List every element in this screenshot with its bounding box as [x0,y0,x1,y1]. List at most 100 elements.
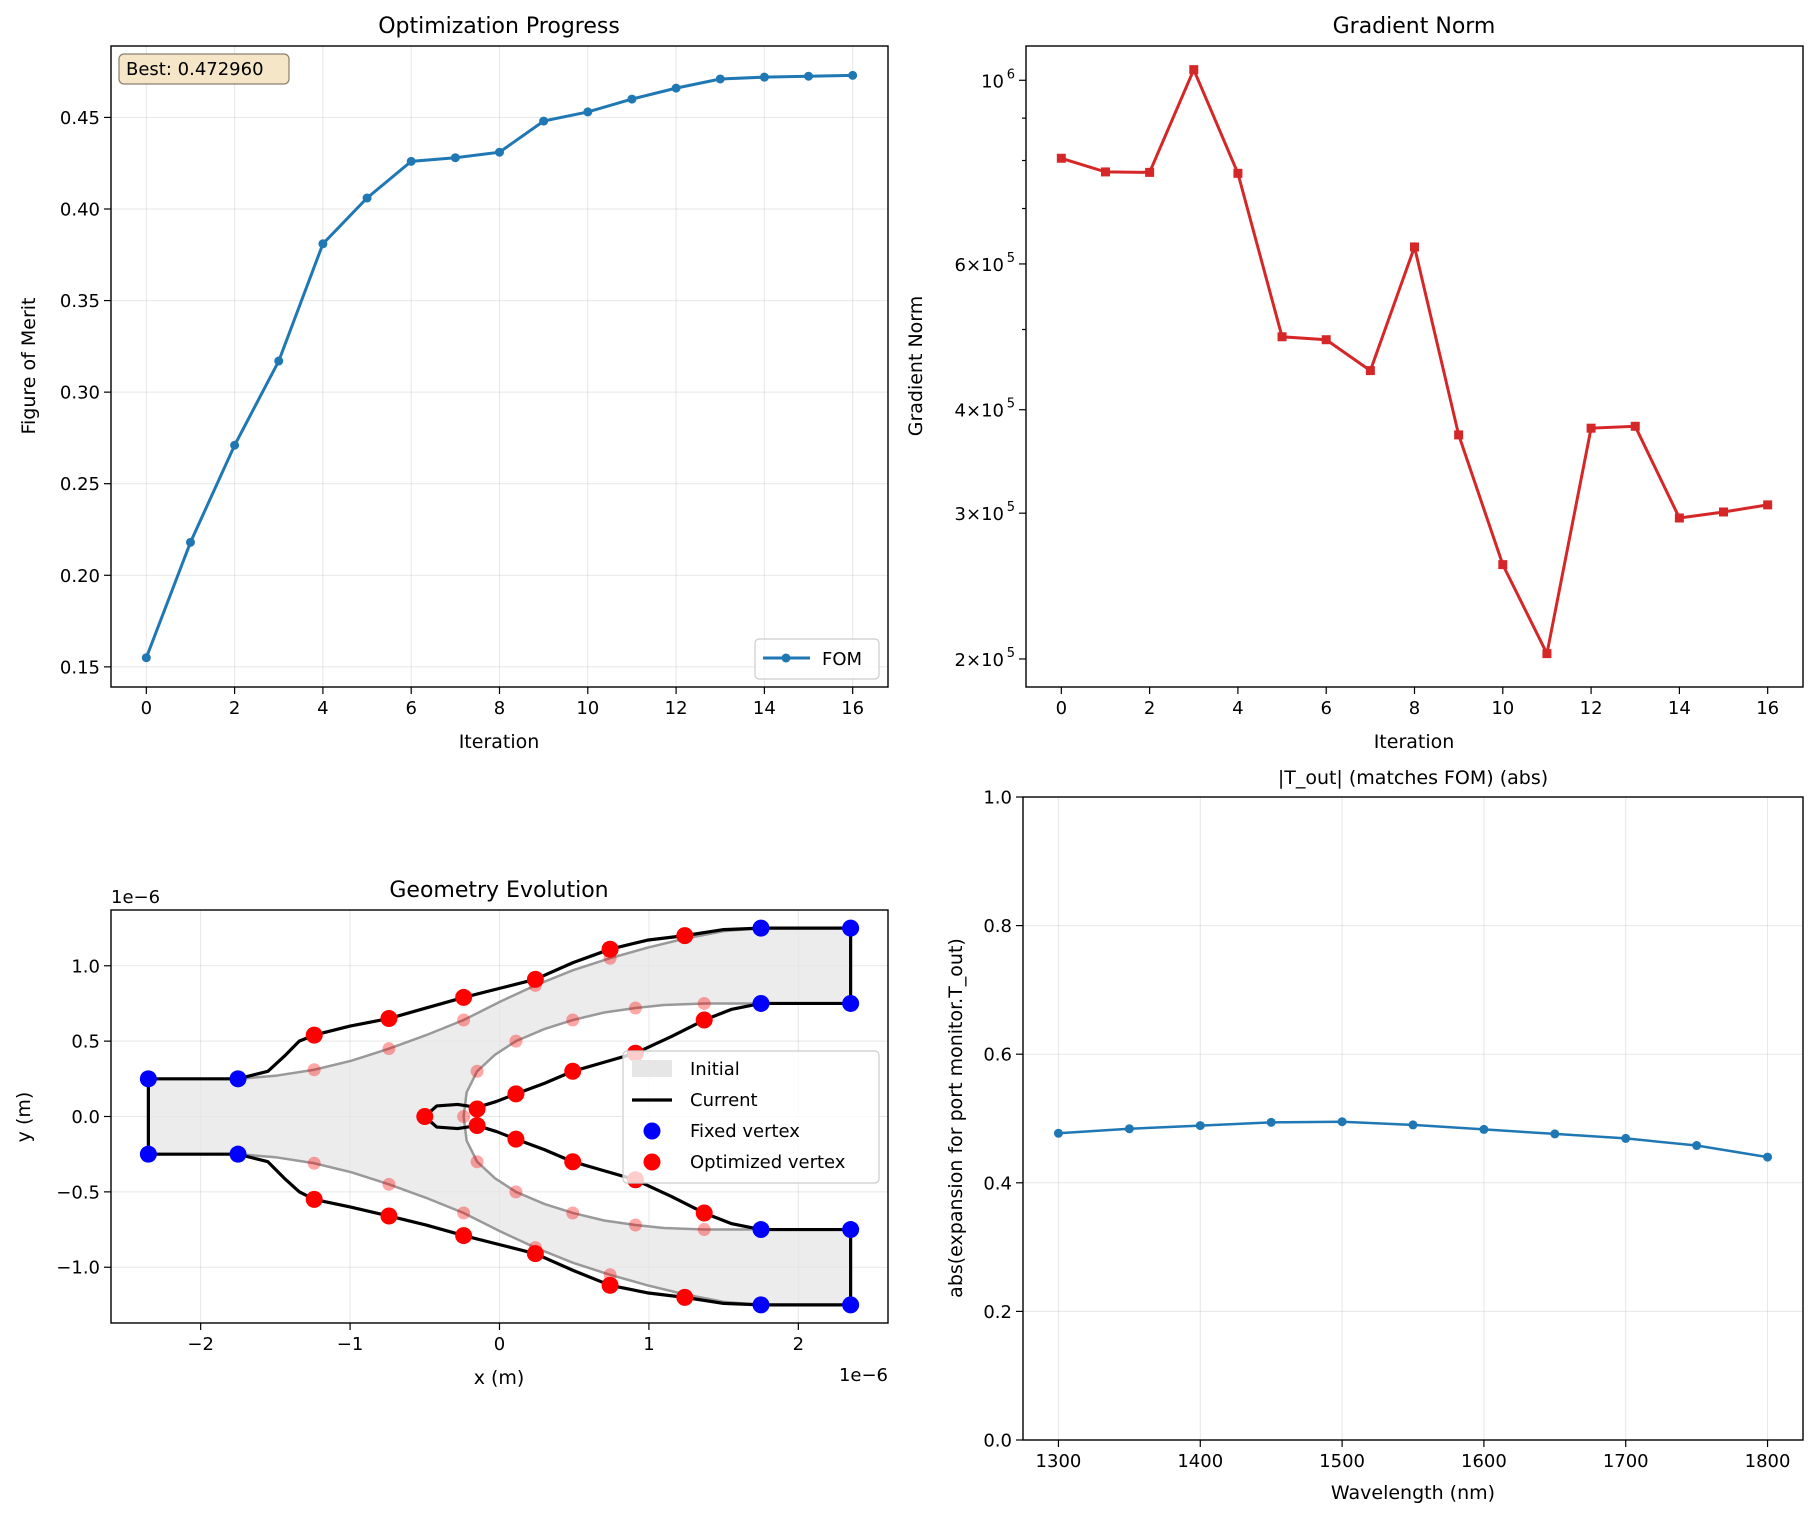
gradient-norm-point [1719,507,1729,517]
x-tick-label: 16 [1756,698,1779,719]
y-tick-label: 0.4 [983,1173,1012,1194]
optimized-vertex [601,940,619,958]
x-axis-label: x (m) [474,1367,525,1389]
y-tick-label: 0.0 [71,1107,100,1128]
initial-vertex [470,1155,484,1169]
fom-point [406,156,416,166]
transmission-point [1337,1117,1347,1127]
optimized-vertex [695,1011,713,1029]
fom-point [450,153,460,163]
y-tick-label: 0.15 [60,657,100,678]
optimization-progress-chart: 0 2 4 6 8 10 12 14 16 0.15 0.20 0.25 0.30 0.35 0.40 0.4… [18,14,889,753]
initial-vertex [307,1156,321,1170]
y-tick-label: 1.0 [71,956,100,977]
optimized-vertex [695,1204,713,1222]
x-tick-label: 8 [494,698,505,719]
fom-point [627,94,637,104]
fixed-vertex [752,1296,770,1314]
fom-point [230,440,240,450]
y-tick-label: 10 [981,71,1004,92]
optimized-vertex [507,1130,525,1148]
optimized-vertex [380,1207,398,1225]
x-tick-label: 1800 [1745,1451,1791,1472]
y-tick-label: 0.25 [60,474,100,495]
transmission-point [1479,1124,1489,1134]
optimized-vertex [468,1100,486,1118]
initial-vertex [457,1206,471,1220]
initial-vertex [470,1064,484,1078]
gradient-norm-point [1630,421,1640,431]
initial-vertex [697,1223,711,1237]
y-axis-label: Gradient Norm [905,296,927,437]
initial-vertex [382,1042,396,1056]
gradient-norm-point [1056,153,1066,163]
optimized-vertex [507,1085,525,1103]
gradient-norm-point [1674,513,1684,523]
legend-initial-label: Initial [690,1059,740,1080]
optimized-vertex [455,988,473,1006]
legend-current-label: Current [690,1090,758,1111]
legend-optimized-label: Optimized vertex [690,1152,846,1173]
optimized-vertex [601,1276,619,1294]
y-axis-label: y (m) [13,1092,35,1143]
fixed-vertex [842,994,860,1012]
fom-point [848,70,858,80]
y-tick-exponent: 6 [1007,67,1015,82]
gradient-norm-point [1365,366,1375,376]
optimized-vertex [564,1062,582,1080]
y-tick-label: 6×10 [955,255,1004,276]
x-tick-label: −1 [337,1334,364,1355]
transmission-point [1763,1152,1773,1162]
fom-point [141,653,151,663]
fom-point [804,71,814,81]
y-tick-label: 0.40 [60,199,100,220]
x-tick-label: −2 [187,1334,214,1355]
x-tick-label: 10 [1491,698,1514,719]
chart-title: Optimization Progress [378,14,620,39]
x-tick-label: 1600 [1461,1451,1507,1472]
y-tick-label: 4×10 [955,401,1004,422]
gradient-norm-point [1321,335,1331,345]
x-tick-label: 0 [141,698,152,719]
y-tick-exponent: 5 [1007,397,1015,412]
y-tick-label: 0.2 [983,1302,1012,1323]
y-tick-exponent: 5 [1007,500,1015,515]
transmission-point [1408,1120,1418,1130]
chart-title: Gradient Norm [1333,14,1496,39]
gradient-norm-point [1498,560,1508,570]
y-tick-label: −0.5 [56,1182,100,1203]
legend-fom-label: FOM [822,649,862,670]
fixed-vertex [842,1221,860,1239]
x-tick-label: 14 [753,698,776,719]
x-axis-label: Iteration [1374,731,1455,753]
initial-vertex [509,1185,523,1199]
x-tick-label: 0 [494,1334,505,1355]
fixed-vertex [139,1070,157,1088]
y-tick-label: −1.0 [56,1258,100,1279]
x-tick-label: 1 [643,1334,654,1355]
y-axis-label: abs(expansion for port monitor.T_out) [945,938,967,1298]
x-tick-label: 10 [576,698,599,719]
transmission-point [1692,1141,1702,1151]
fixed-vertex [229,1145,247,1163]
fom-point [274,356,284,366]
fixed-vertex [139,1145,157,1163]
x-tick-label: 0 [1056,698,1067,719]
x-tick-label: 1300 [1036,1451,1082,1472]
initial-vertex [566,1013,580,1027]
fixed-vertex [752,1221,770,1239]
y-tick-label: 0.5 [71,1032,100,1053]
geometry-evolution-chart: −2 −1 0 1 2 −1.0 −0.5 0.0 0.5 1.0 Geometry Evolut… [13,878,889,1389]
x-tick-label: 6 [1320,698,1331,719]
y-tick-label: 2×10 [955,650,1004,671]
x-tick-label: 1400 [1177,1451,1223,1472]
transmission-point [1124,1124,1134,1134]
fom-point [759,72,769,82]
x-tick-label: 1700 [1603,1451,1649,1472]
y-tick-label: 1.0 [983,788,1012,809]
legend-fixed-label: Fixed vertex [690,1121,800,1142]
fom-point [362,193,372,203]
x-tick-label: 14 [1668,698,1691,719]
